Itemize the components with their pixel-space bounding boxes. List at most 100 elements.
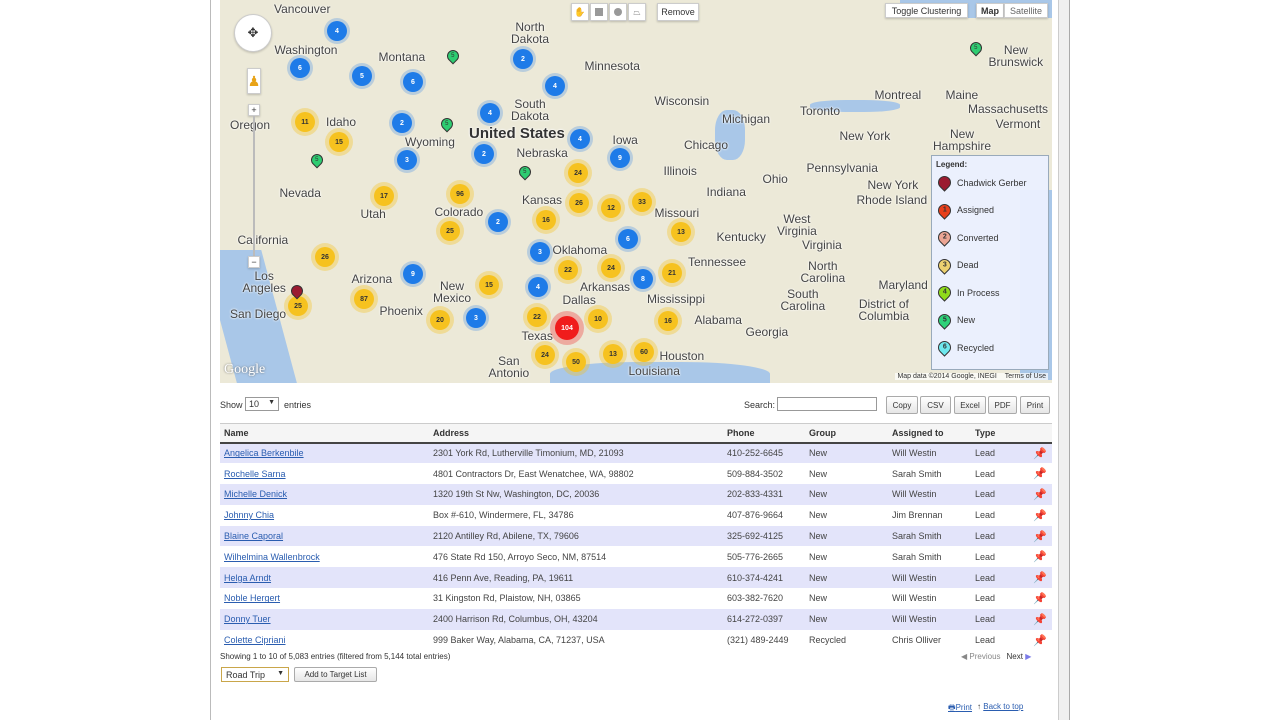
map-cluster-marker[interactable]: 25 <box>288 296 308 316</box>
map-cluster-marker[interactable]: 96 <box>450 184 470 204</box>
map-cluster-marker[interactable]: 21 <box>662 263 682 283</box>
pushpin-icon[interactable]: 📌 <box>1033 488 1047 501</box>
map-pin-marker[interactable]: 5 <box>516 163 534 181</box>
excel-button[interactable]: Excel <box>954 396 986 414</box>
map-cluster-marker[interactable]: 13 <box>671 222 691 242</box>
circle-tool-button[interactable] <box>609 3 627 21</box>
pushpin-icon[interactable]: 📌 <box>1033 572 1047 585</box>
terms-of-use-link[interactable]: Terms of Use <box>1004 373 1046 380</box>
contact-name-link[interactable]: Colette Cipriani <box>224 635 286 646</box>
contact-name-link[interactable]: Angelica Berkenbile <box>224 448 304 459</box>
map-cluster-marker[interactable]: 4 <box>327 21 347 41</box>
map-cluster-marker[interactable]: 22 <box>527 307 547 327</box>
copy-button[interactable]: Copy <box>886 396 918 414</box>
map-cluster-marker[interactable]: 87 <box>354 289 374 309</box>
hand-tool-button[interactable]: ✋ <box>571 3 589 21</box>
map-cluster-marker[interactable]: 11 <box>295 112 315 132</box>
map-cluster-marker[interactable]: 4 <box>570 129 590 149</box>
map[interactable]: Vancouver Washington Montana North Dakota Mi… <box>220 0 1052 383</box>
map-pin-marker[interactable]: 5 <box>308 151 326 169</box>
zoom-out-button[interactable]: − <box>248 256 260 268</box>
map-cluster-marker[interactable]: 12 <box>601 198 621 218</box>
contact-name-link[interactable]: Helga Arndt <box>224 572 272 583</box>
map-pin-marker[interactable]: 5 <box>967 39 985 57</box>
pushpin-icon[interactable]: 📌 <box>1033 530 1047 543</box>
map-cluster-marker[interactable]: 6 <box>403 72 423 92</box>
map-cluster-marker[interactable]: 2 <box>488 212 508 232</box>
contact-name-link[interactable]: Rochelle Sarna <box>224 468 286 479</box>
map-cluster-marker[interactable]: 4 <box>545 76 565 96</box>
pushpin-icon[interactable]: 📌 <box>1033 468 1047 481</box>
map-cluster-marker[interactable]: 17 <box>374 186 394 206</box>
column-header-group[interactable]: Group <box>805 423 888 444</box>
column-header-name[interactable]: Name <box>220 423 429 444</box>
map-type-map-button[interactable]: Map <box>976 3 1004 18</box>
contact-name-link[interactable]: Donny Tuer <box>224 614 271 625</box>
contact-name-link[interactable]: Blaine Caporal <box>224 531 284 542</box>
pushpin-icon[interactable]: 📌 <box>1033 634 1047 647</box>
map-cluster-marker[interactable]: 25 <box>440 221 460 241</box>
map-cluster-marker[interactable]: 4 <box>528 277 548 297</box>
next-button[interactable]: Next ▶ <box>1007 652 1032 661</box>
map-cluster-marker[interactable]: 26 <box>315 247 335 267</box>
map-type-satellite-button[interactable]: Satellite <box>1004 3 1048 18</box>
map-cluster-marker[interactable]: 13 <box>603 344 623 364</box>
map-cluster-marker[interactable]: 3 <box>466 308 486 328</box>
map-cluster-marker[interactable]: 9 <box>403 264 423 284</box>
print-link[interactable]: 🖶Print <box>948 702 972 716</box>
entries-length-select[interactable]: 10 ▼ <box>245 397 279 411</box>
add-to-target-list-button[interactable]: Add to Target List <box>294 667 377 682</box>
map-cluster-marker[interactable]: 26 <box>569 193 589 213</box>
map-cluster-marker[interactable]: 24 <box>601 258 621 278</box>
csv-button[interactable]: CSV <box>920 396 951 414</box>
map-cluster-marker[interactable]: 16 <box>658 311 678 331</box>
column-header-assigned-to[interactable]: Assigned to <box>888 423 971 444</box>
map-cluster-marker[interactable]: 104 <box>555 316 579 340</box>
map-cluster-marker[interactable]: 2 <box>474 144 494 164</box>
map-cluster-marker[interactable]: 24 <box>568 163 588 183</box>
map-cluster-marker[interactable]: 15 <box>479 275 499 295</box>
map-pin-marker[interactable]: 5 <box>444 47 462 65</box>
contact-name-link[interactable]: Michelle Denick <box>224 489 288 500</box>
map-cluster-marker[interactable]: 3 <box>530 242 550 262</box>
search-input[interactable] <box>777 397 877 411</box>
map-pin-marker[interactable]: 5 <box>438 115 456 133</box>
map-cluster-marker[interactable]: 22 <box>558 260 578 280</box>
pdf-button[interactable]: PDF <box>988 396 1017 414</box>
street-view-pegman-icon[interactable]: ♟ <box>247 68 261 94</box>
map-cluster-marker[interactable]: 2 <box>513 49 533 69</box>
map-cluster-marker[interactable]: 24 <box>535 345 555 365</box>
map-cluster-marker[interactable]: 33 <box>632 192 652 212</box>
page-scrollbar[interactable] <box>1058 0 1070 720</box>
map-cluster-marker[interactable]: 15 <box>329 132 349 152</box>
previous-button[interactable]: ◀ Previous <box>961 652 1001 661</box>
map-cluster-marker[interactable]: 6 <box>618 229 638 249</box>
zoom-in-button[interactable]: + <box>248 104 260 116</box>
map-cluster-marker[interactable]: 10 <box>588 309 608 329</box>
map-cluster-marker[interactable]: 6 <box>290 58 310 78</box>
target-list-select[interactable]: Road Trip ▼ <box>221 667 289 682</box>
column-header-type[interactable]: Type <box>971 423 1029 444</box>
map-cluster-marker[interactable]: 16 <box>536 210 556 230</box>
map-cluster-marker[interactable]: 9 <box>610 148 630 168</box>
pan-control[interactable]: ✥ <box>234 14 272 52</box>
map-cluster-marker[interactable]: 60 <box>634 342 654 362</box>
back-to-top-link[interactable]: ↑ Back to top <box>977 702 1023 716</box>
pushpin-icon[interactable]: 📌 <box>1033 592 1047 605</box>
map-cluster-marker[interactable]: 20 <box>430 310 450 330</box>
contact-name-link[interactable]: Wilhelmina Wallenbrock <box>224 551 320 562</box>
zoom-slider[interactable] <box>253 116 255 256</box>
map-cluster-marker[interactable]: 5 <box>352 66 372 86</box>
pushpin-icon[interactable]: 📌 <box>1033 509 1047 522</box>
column-header-phone[interactable]: Phone <box>723 423 805 444</box>
print-button[interactable]: Print <box>1020 396 1050 414</box>
contact-name-link[interactable]: Johnny Chia <box>224 510 275 521</box>
map-cluster-marker[interactable]: 8 <box>633 269 653 289</box>
map-cluster-marker[interactable]: 2 <box>392 113 412 133</box>
pushpin-icon[interactable]: 📌 <box>1033 447 1047 460</box>
map-cluster-marker[interactable]: 3 <box>397 150 417 170</box>
toggle-clustering-button[interactable]: Toggle Clustering <box>885 3 968 18</box>
pushpin-icon[interactable]: 📌 <box>1033 551 1047 564</box>
map-cluster-marker[interactable]: 50 <box>566 352 586 372</box>
remove-button[interactable]: Remove <box>657 3 699 21</box>
